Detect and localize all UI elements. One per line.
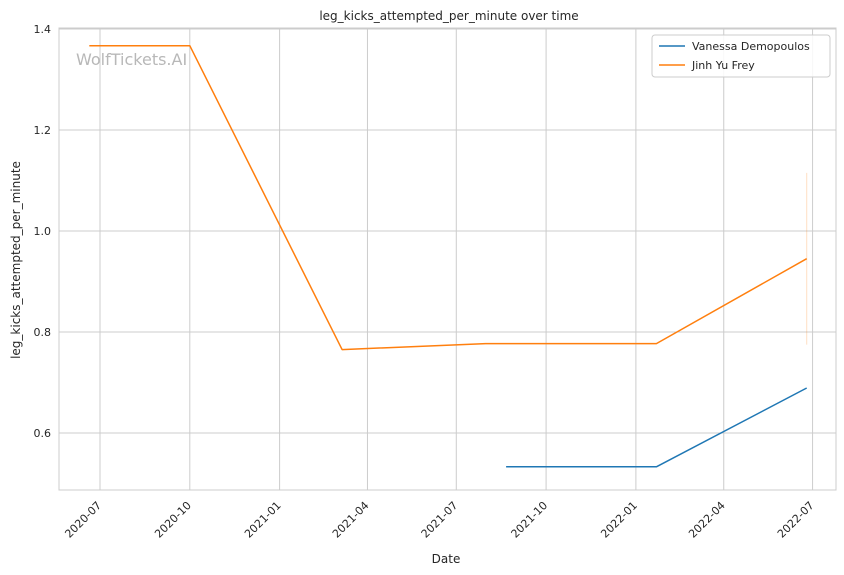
y-axis-label: leg_kicks_attempted_per_minute [9, 161, 23, 359]
series-line-0 [506, 387, 808, 468]
legend-box [651, 34, 831, 78]
legend-label-vanessa-demopoulos: Vanessa Demopoulos [692, 40, 810, 53]
series-lines [89, 44, 808, 468]
y-tick-label: 1.0 [34, 225, 52, 238]
y-tick-label: 1.4 [34, 23, 52, 36]
plot-area-frame [58, 27, 837, 491]
series-line-1 [89, 44, 808, 351]
watermark-text: WolfTickets.AI [76, 50, 187, 69]
legend-label-jinh-yu-frey: Jinh Yu Frey [691, 59, 755, 72]
y-tick-label: 0.8 [34, 326, 52, 339]
y-tick-label: 1.2 [34, 124, 52, 137]
legend: Vanessa Demopoulos Jinh Yu Frey [651, 34, 831, 78]
y-tick-label: 0.6 [34, 427, 52, 440]
chart-title: leg_kicks_attempted_per_minute over time [319, 9, 578, 23]
grid-lines [59, 28, 836, 490]
x-axis-label: Date [432, 552, 461, 566]
y-tick-labels: 0.6 0.8 1.0 1.2 1.4 [34, 23, 52, 440]
